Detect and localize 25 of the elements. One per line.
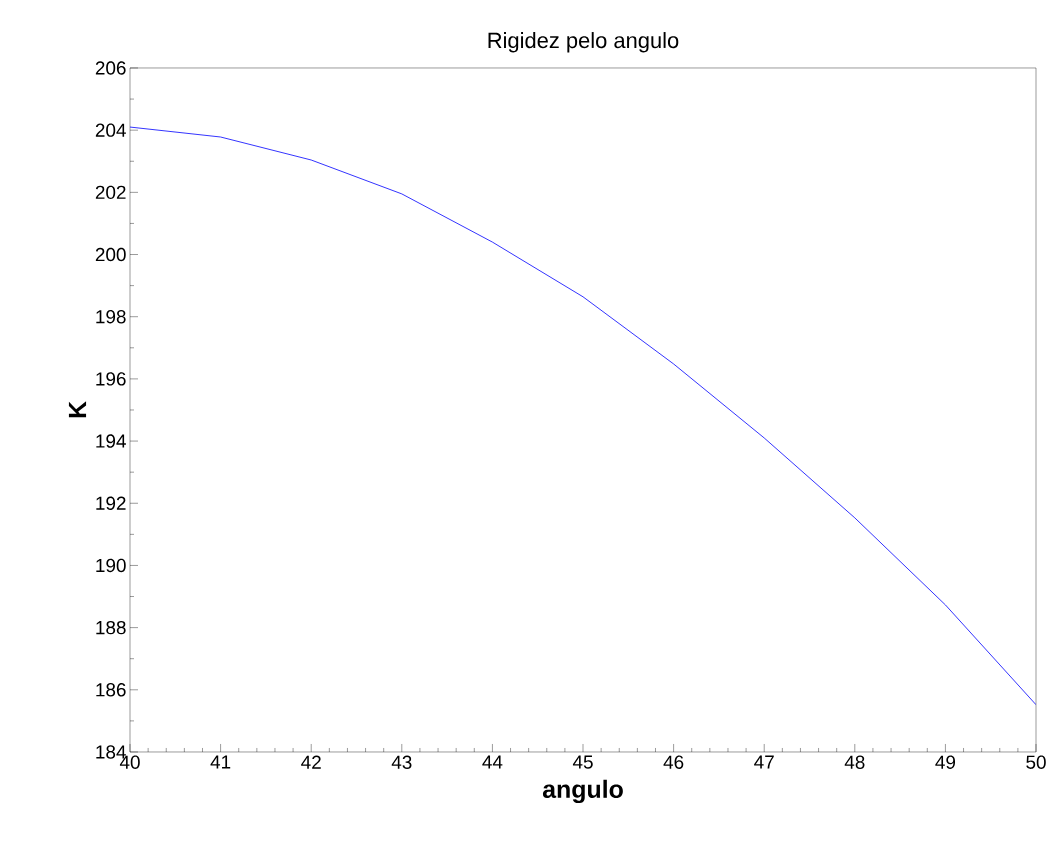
y-tick-label: 200	[95, 247, 126, 262]
line-series	[130, 126, 1037, 706]
chart-title: Rigidez pelo angulo	[488, 32, 679, 53]
y-tick-label: 196	[96, 372, 126, 386]
x-tick-label: 43	[391, 755, 412, 769]
y-tick-label: 188	[96, 620, 126, 635]
y-tick-label: 186	[96, 683, 126, 697]
y-tick-label: 206	[95, 61, 126, 75]
x-tick-label: 42	[301, 755, 321, 769]
y-tick-label: 202	[95, 185, 126, 200]
x-tick-label: 47	[754, 755, 774, 769]
y-tick-label: 194	[96, 434, 126, 448]
x-tick-label: 50	[1026, 755, 1046, 769]
x-tick-label: 46	[663, 755, 684, 769]
y-tick-label: 192	[96, 496, 126, 510]
x-tick-label: 48	[844, 755, 865, 769]
x-tick-label: 41	[210, 755, 231, 769]
x-tick-label: 45	[572, 755, 593, 769]
x-tick-label: 49	[935, 755, 956, 769]
x-tick-label: 44	[482, 755, 503, 769]
x-axis-title: angulo	[542, 779, 623, 804]
y-tick-label: 198	[96, 310, 126, 324]
y-axis-title: K	[68, 401, 87, 418]
y-tick-label: 190	[96, 558, 126, 573]
y-tick-label: 204	[95, 123, 126, 137]
